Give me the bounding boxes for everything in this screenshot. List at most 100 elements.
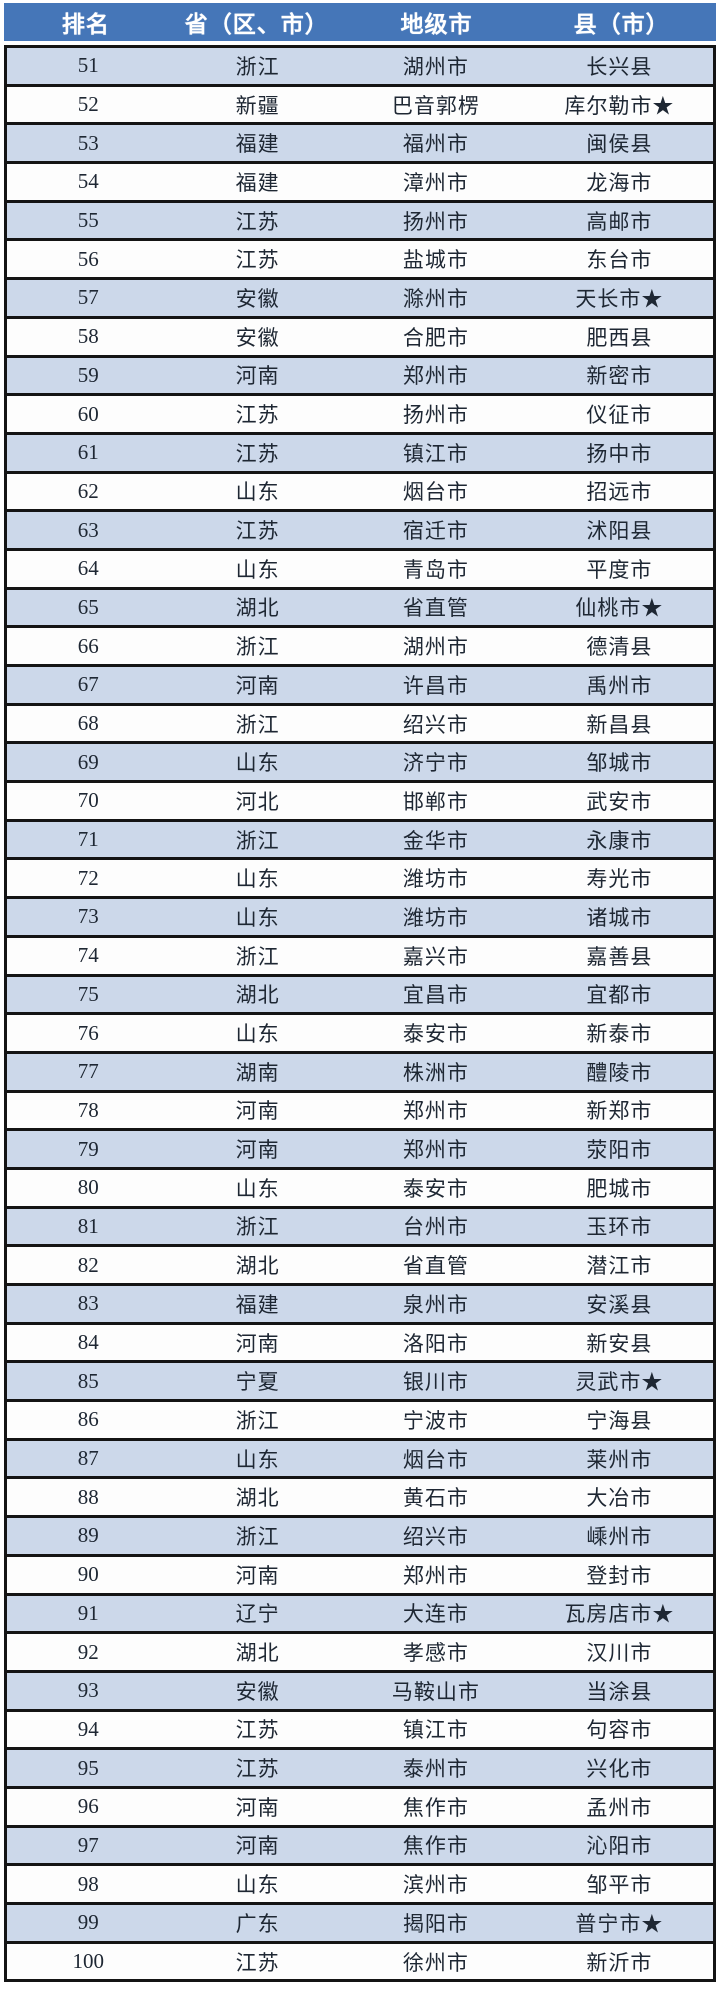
county-cell: 宁海县 [586, 1408, 653, 1433]
table-row: 70 河北 邯郸市 武安市 [7, 783, 713, 822]
rank-cell: 77 [77, 1059, 99, 1084]
county-cell: 孟州市 [586, 1795, 653, 1820]
city-cell: 省直管 [402, 596, 469, 621]
table-row: 60 江苏 扬州市 仪征市 [7, 396, 713, 435]
rank-cell: 73 [77, 904, 99, 929]
province-cell: 辽宁 [235, 1602, 280, 1627]
rank-cell: 98 [77, 1871, 99, 1896]
rank-cell: 70 [77, 788, 99, 813]
city-cell: 大连市 [402, 1602, 469, 1627]
table-row: 87 山东 烟台市 莱州市 [7, 1440, 713, 1480]
county-cell: 荥阳市 [586, 1138, 653, 1163]
province-cell: 河南 [235, 1563, 280, 1588]
table-row: 80 山东 泰安市 肥城市 [7, 1169, 713, 1209]
rank-cell: 76 [77, 1020, 99, 1045]
table-row: 55 江苏 扬州市 高邮市 [7, 202, 713, 242]
rank-cell: 97 [77, 1832, 99, 1857]
rank-cell: 99 [77, 1910, 99, 1935]
rank-cell: 80 [77, 1175, 99, 1200]
table-row: 68 浙江 绍兴市 新昌县 [7, 705, 713, 745]
province-cell: 湖南 [235, 1060, 280, 1085]
table-body: 51 浙江 湖州市 长兴县 52 新疆 巴音郭楞 库尔勒市★ 53 福建 福州市 闽侯县 54 福建 漳州市… [4, 45, 716, 1983]
county-cell: 登封市 [586, 1563, 653, 1588]
table-row: 51 浙江 湖州市 长兴县 [7, 48, 713, 87]
province-cell: 浙江 [235, 635, 280, 660]
county-cell: 嘉善县 [586, 944, 653, 969]
province-cell: 浙江 [235, 1408, 280, 1433]
county-cell: 当涂县 [586, 1679, 653, 1704]
rank-cell: 61 [77, 440, 99, 465]
rank-cell: 95 [77, 1755, 99, 1780]
rank-cell: 78 [77, 1097, 99, 1122]
table-row: 100 江苏 徐州市 新沂市 [7, 1943, 713, 1980]
table-row: 97 河南 焦作市 沁阳市 [7, 1827, 713, 1867]
city-cell: 滨州市 [402, 1873, 469, 1898]
province-cell: 福建 [235, 1292, 280, 1317]
table-row: 67 河南 许昌市 禹州市 [7, 667, 713, 706]
province-cell: 安徽 [235, 286, 280, 311]
city-cell: 漳州市 [402, 170, 469, 195]
county-cell: 闽侯县 [586, 132, 653, 157]
table-row: 64 山东 青岛市 平度市 [7, 550, 713, 590]
rank-cell: 79 [77, 1136, 99, 1161]
province-cell: 广东 [235, 1911, 280, 1936]
rank-cell: 93 [77, 1678, 99, 1703]
table-header-row: 排名 省（区、市） 地级市 县（市） [4, 3, 716, 41]
city-cell: 郑州市 [402, 1563, 469, 1588]
header-county: 县（市） [573, 12, 670, 37]
county-cell: 高邮市 [586, 209, 653, 234]
city-cell: 泰安市 [402, 1176, 469, 1201]
province-cell: 山东 [235, 751, 280, 776]
rank-cell: 54 [77, 169, 99, 194]
county-cell: 新沂市 [586, 1950, 653, 1975]
city-cell: 郑州市 [402, 364, 469, 389]
province-cell: 江苏 [235, 441, 280, 466]
rank-cell: 100 [72, 1949, 104, 1974]
table-row: 92 湖北 孝感市 汉川市 [7, 1634, 713, 1673]
province-cell: 山东 [235, 905, 280, 930]
city-cell: 福州市 [402, 132, 469, 157]
city-cell: 泉州市 [402, 1292, 469, 1317]
city-cell: 省直管 [402, 1254, 469, 1279]
table-row: 93 安徽 马鞍山市 当涂县 [7, 1672, 713, 1712]
table-row: 66 浙江 湖州市 德清县 [7, 628, 713, 667]
city-cell: 嘉兴市 [402, 944, 469, 969]
city-cell: 揭阳市 [402, 1911, 469, 1936]
table-row: 73 山东 潍坊市 诸城市 [7, 899, 713, 938]
city-cell: 徐州市 [402, 1950, 469, 1975]
province-cell: 河南 [235, 1331, 280, 1356]
table-row: 96 河南 焦作市 孟州市 [7, 1788, 713, 1828]
province-cell: 江苏 [235, 209, 280, 234]
table-row: 98 山东 滨州市 邹平市 [7, 1866, 713, 1905]
rank-cell: 65 [77, 594, 99, 619]
province-cell: 山东 [235, 1022, 280, 1047]
rank-cell: 52 [77, 92, 99, 117]
city-cell: 镇江市 [402, 441, 469, 466]
table-row: 90 河南 郑州市 登封市 [7, 1556, 713, 1596]
city-cell: 青岛市 [402, 557, 469, 582]
city-cell: 潍坊市 [402, 905, 469, 930]
rank-cell: 59 [77, 362, 99, 387]
province-cell: 河北 [235, 789, 280, 814]
province-cell: 河南 [235, 1795, 280, 1820]
rank-cell: 81 [77, 1213, 99, 1238]
rank-cell: 92 [77, 1639, 99, 1664]
province-cell: 山东 [235, 557, 280, 582]
table-row: 57 安徽 滁州市 天长市★ [7, 280, 713, 319]
county-cell: 宜都市 [586, 983, 653, 1008]
city-cell: 焦作市 [402, 1795, 469, 1820]
county-cell: 肥城市 [586, 1176, 653, 1201]
rank-cell: 55 [77, 208, 99, 233]
table-row: 63 江苏 宿迁市 沭阳县 [7, 512, 713, 551]
province-cell: 浙江 [235, 1524, 280, 1549]
rank-cell: 53 [77, 130, 99, 155]
county-cell: 莱州市 [586, 1447, 653, 1472]
table-row: 59 河南 郑州市 新密市 [7, 357, 713, 397]
province-cell: 浙江 [235, 944, 280, 969]
county-cell: 招远市 [586, 480, 653, 505]
county-cell: 仙桃市★ [575, 596, 664, 621]
rank-cell: 82 [77, 1252, 99, 1277]
county-cell: 新密市 [586, 364, 653, 389]
city-cell: 邯郸市 [402, 789, 469, 814]
